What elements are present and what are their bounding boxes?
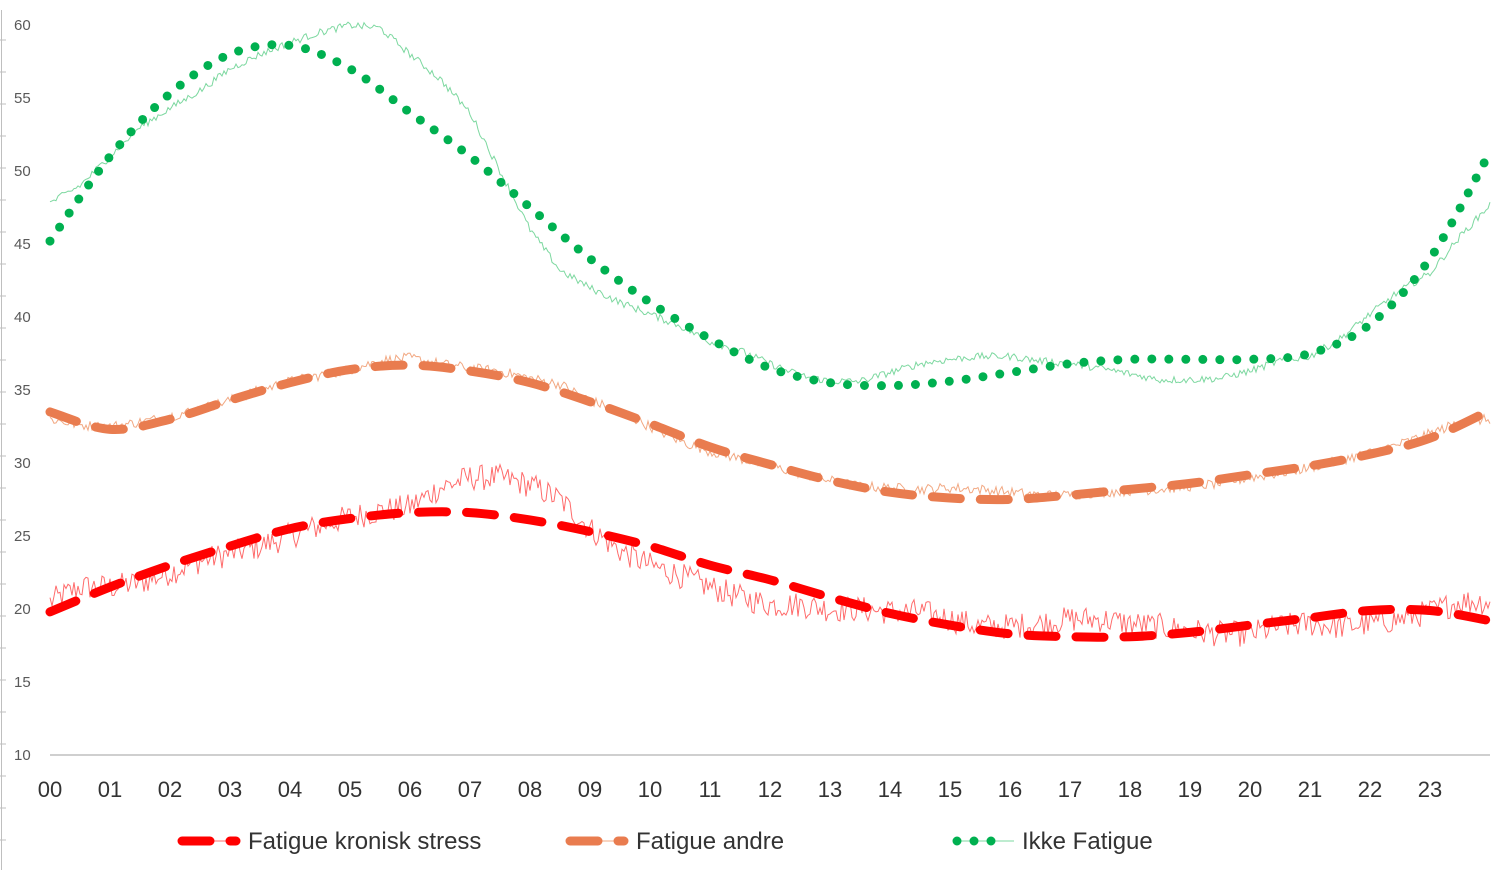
x-tick-label: 08	[518, 777, 542, 802]
plot-area	[45, 21, 1495, 647]
x-tick-label: 16	[998, 777, 1022, 802]
x-tick-label: 22	[1358, 777, 1382, 802]
x-tick-label: 12	[758, 777, 782, 802]
y-tick-label: 30	[14, 455, 31, 472]
x-tick-label: 02	[158, 777, 182, 802]
x-tick-label: 01	[98, 777, 122, 802]
x-tick-label: 21	[1298, 777, 1322, 802]
y-tick-label: 25	[14, 528, 31, 545]
legend-item: Ikke Fatigue	[952, 828, 1153, 855]
x-tick-label: 04	[278, 777, 302, 802]
x-tick-label: 19	[1178, 777, 1202, 802]
series-trend-line	[45, 507, 1495, 642]
legend-label: Ikke Fatigue	[1022, 828, 1153, 855]
x-tick-label: 14	[878, 777, 902, 802]
legend-item: Fatigue kronisk stress	[177, 828, 481, 855]
x-tick-label: 17	[1058, 777, 1082, 802]
x-tick-label: 05	[338, 777, 362, 802]
series-trend-line	[45, 360, 1495, 505]
series-trend-line	[45, 40, 1495, 391]
legend-label: Fatigue andre	[636, 828, 784, 855]
y-tick-label: 15	[14, 674, 31, 691]
x-tick-label: 03	[218, 777, 242, 802]
y-tick-label: 40	[14, 309, 31, 326]
y-tick-label: 20	[14, 601, 31, 618]
x-tick-label: 07	[458, 777, 482, 802]
legend: Fatigue kronisk stress Fatigue andre Ikke …	[177, 828, 1153, 855]
x-tick-label: 18	[1118, 777, 1142, 802]
y-tick-label: 60	[14, 17, 31, 34]
x-tick-label: 13	[818, 777, 842, 802]
x-tick-label: 20	[1238, 777, 1262, 802]
legend-item: Fatigue andre	[565, 828, 784, 855]
x-tick-label: 00	[38, 777, 62, 802]
y-tick-label: 10	[14, 747, 31, 764]
x-tick-label: 11	[699, 777, 722, 802]
y-tick-label: 55	[14, 90, 31, 107]
series-raw-line	[49, 352, 1491, 502]
y-tick-label: 35	[14, 382, 31, 399]
x-tick-label: 15	[938, 777, 962, 802]
x-tick-label: 10	[638, 777, 662, 802]
y-tick-label: 45	[14, 236, 31, 253]
legend-label: Fatigue kronisk stress	[248, 828, 481, 855]
x-tick-label: 23	[1418, 777, 1442, 802]
x-tick-label: 06	[398, 777, 422, 802]
y-tick-label: 50	[14, 163, 31, 180]
series-raw-line	[49, 21, 1491, 385]
x-tick-label: 09	[578, 777, 602, 802]
axes: 10 15 20 25 30 35 40 45 50 55 60 00 01 02 03 04 05 06 07 08…	[0, 10, 1490, 870]
